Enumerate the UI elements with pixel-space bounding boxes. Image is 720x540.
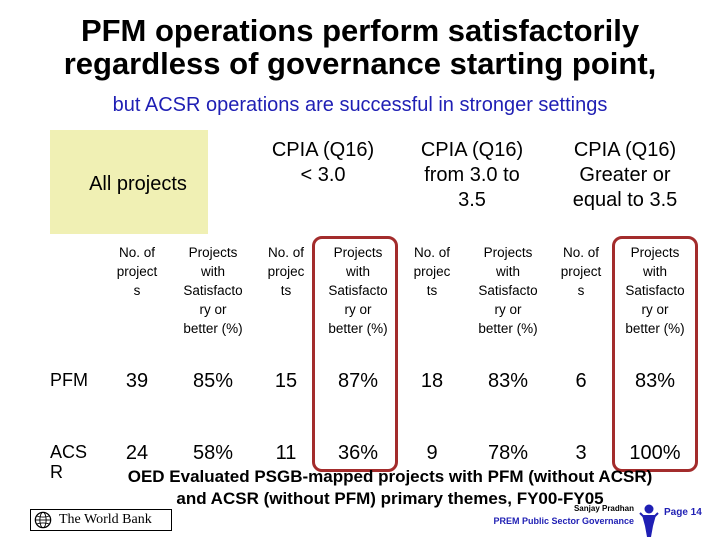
author-name: Sanjay Pradhan [573, 504, 634, 513]
page-number: Page 14 [664, 507, 702, 518]
subheader-count-2: No. of projec ts [267, 245, 305, 298]
table-cell: 78% [487, 442, 529, 464]
footnote-line-2: and ACSR (without PFM) primary themes, F… [176, 489, 604, 508]
table-cell: 58% [192, 442, 234, 464]
table-cell: 6 [575, 370, 587, 392]
subheader-pct-4: Projects with Satisfacto ry or better (%) [625, 245, 685, 336]
header-group-2: CPIA (Q16) from 3.0 to 3.5 [420, 139, 524, 211]
header-all-projects: All projects [89, 173, 187, 195]
subheader-pct-2: Projects with Satisfacto ry or better (%) [328, 245, 388, 336]
table-cell: 3 [575, 442, 587, 464]
subheader-pct-3: Projects with Satisfacto ry or better (%) [478, 245, 538, 336]
highlight-frame-pct-4 [612, 236, 698, 472]
table-cell: 9 [426, 442, 438, 464]
world-bank-logo: The World Bank [30, 509, 172, 531]
subheader-pct-1: Projects with Satisfacto ry or better (%) [183, 245, 243, 336]
table-cell: 100% [629, 442, 681, 464]
title-line-1: PFM operations perform satisfactorily [80, 13, 640, 48]
title-line-2: regardless of governance starting point, [63, 46, 657, 81]
logo-text: The World Bank [59, 512, 152, 527]
table-cell: 11 [275, 442, 297, 464]
unit-name: PREM Public Sector Governance [493, 516, 634, 526]
table-cell: 15 [274, 370, 298, 392]
person-icon [639, 504, 659, 537]
slide-title: PFM operations perform satisfactorily re… [0, 14, 720, 80]
subheader-count-4: No. of project s [560, 245, 602, 298]
table-cell: 39 [125, 370, 149, 392]
slide-subtitle: but ACSR operations are successful in st… [112, 94, 608, 116]
table-cell: 24 [125, 442, 149, 464]
subheader-count-3: No. of projec ts [413, 245, 451, 298]
header-group-1: CPIA (Q16) < 3.0 [271, 139, 375, 186]
row-label-acsr: ACS R [50, 442, 88, 482]
table-cell: 36% [337, 442, 379, 464]
header-group-3: CPIA (Q16) Greater or equal to 3.5 [572, 139, 678, 211]
subheader-count-1: No. of project s [116, 245, 158, 298]
table-cell: 87% [337, 370, 379, 392]
table-cell: 83% [634, 370, 676, 392]
row-label-pfm: PFM [50, 370, 88, 390]
footnote-line-1: OED Evaluated PSGB-mapped projects with … [127, 467, 653, 486]
table-cell: 18 [420, 370, 444, 392]
table-cell: 83% [487, 370, 529, 392]
highlight-frame-pct-1 [312, 236, 398, 472]
globe-icon [34, 511, 52, 529]
header-highlight [50, 130, 208, 234]
table-cell: 85% [192, 370, 234, 392]
